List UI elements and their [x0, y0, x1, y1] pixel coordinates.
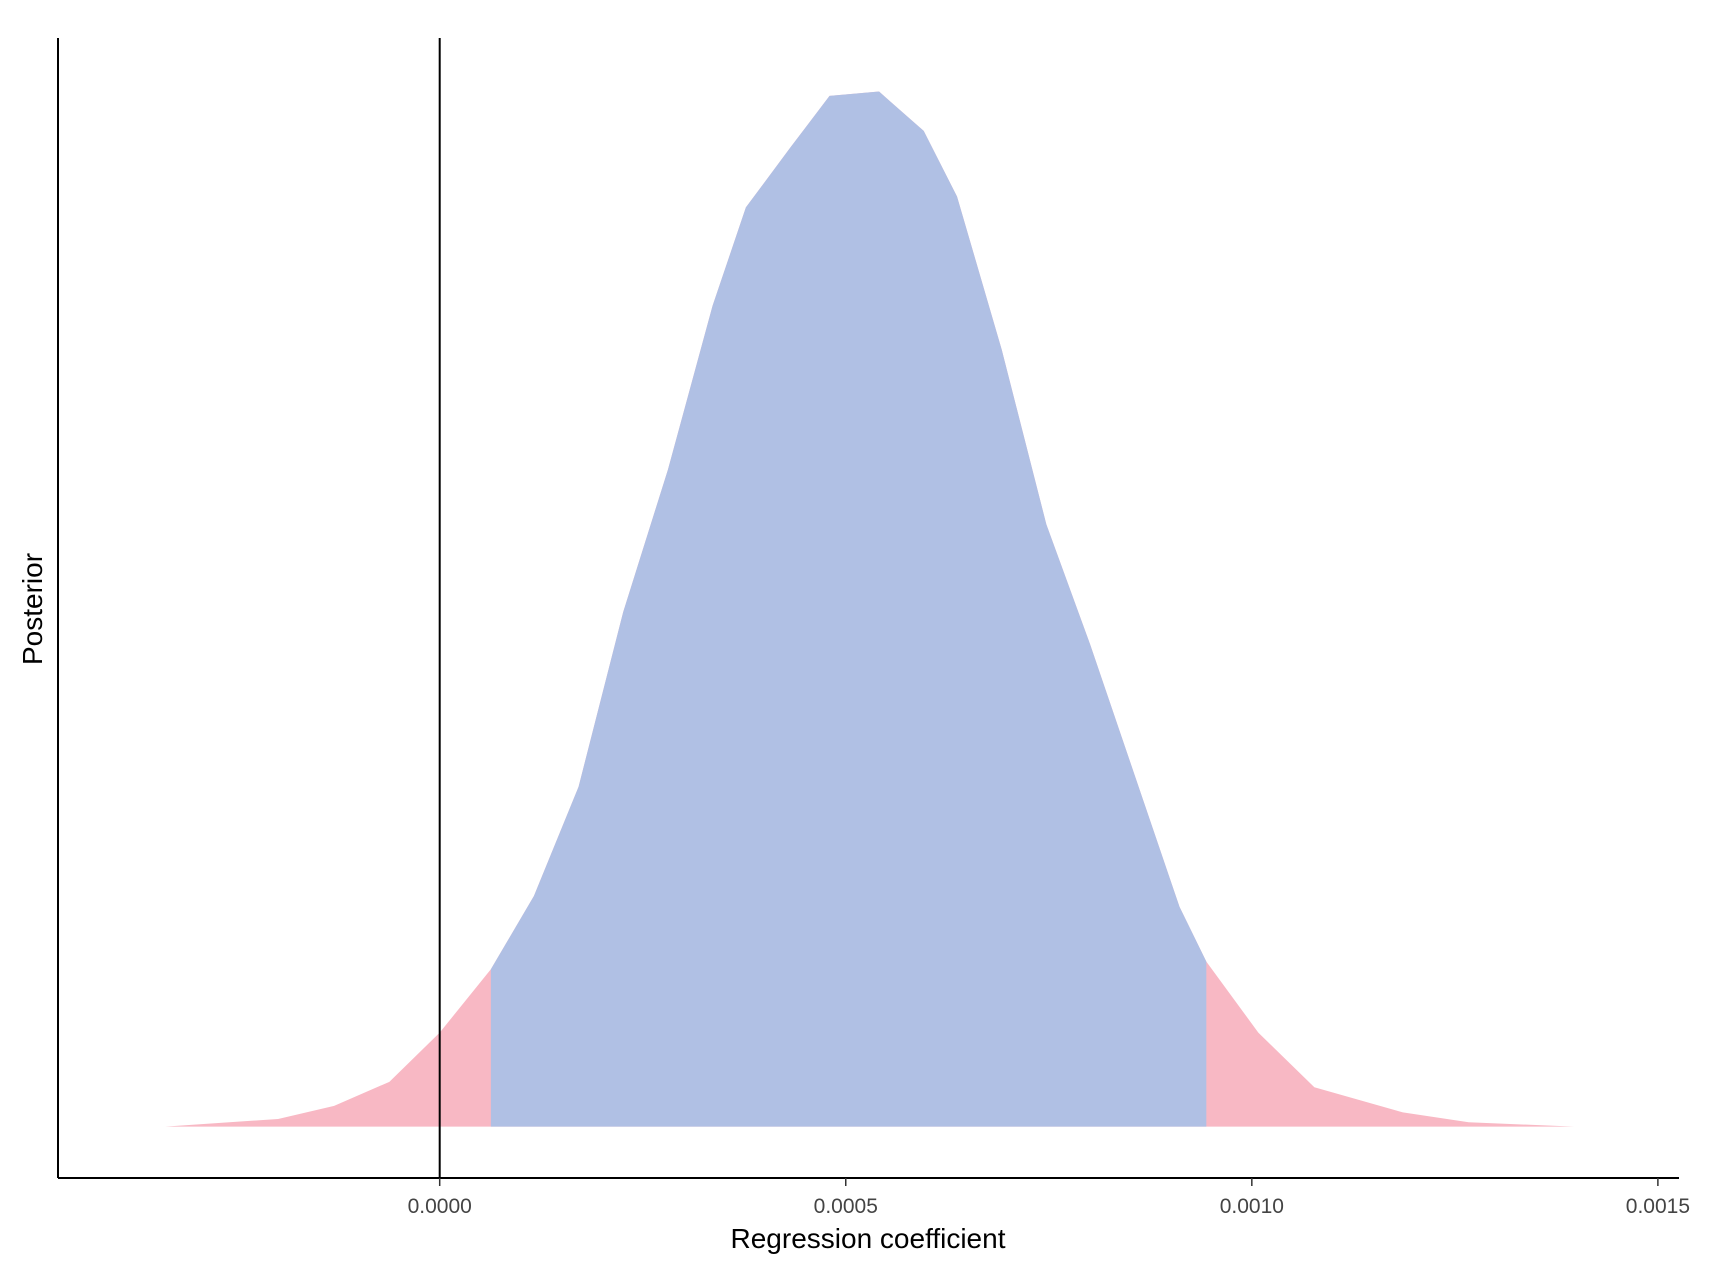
- credible-interval: [490, 91, 1207, 1127]
- x-tick-label: 0.0015: [1626, 1195, 1690, 1218]
- x-tick-label: 0.0010: [1220, 1195, 1284, 1218]
- x-tick-label: 0.0000: [408, 1195, 472, 1218]
- x-tick-label: 0.0005: [814, 1195, 878, 1218]
- x-axis-label: Regression coefficient: [731, 1223, 1006, 1254]
- y-axis-label: Posterior: [17, 553, 48, 665]
